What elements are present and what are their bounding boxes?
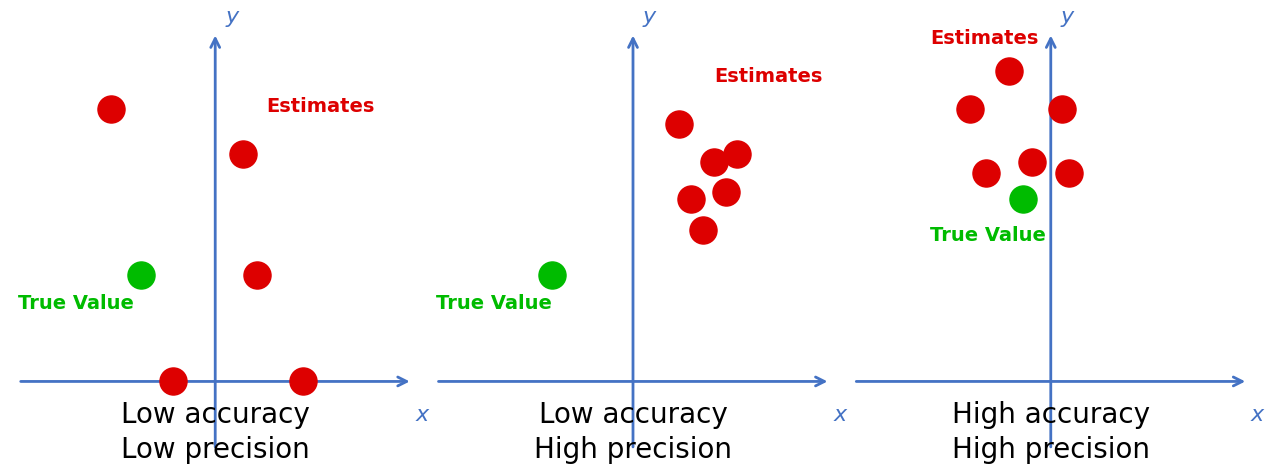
Point: [1052, 105, 1072, 112]
Text: Estimates: Estimates: [714, 67, 823, 86]
Point: [1060, 169, 1080, 177]
Point: [101, 105, 122, 112]
Point: [681, 196, 701, 203]
Text: True Value: True Value: [931, 226, 1046, 245]
Text: True Value: True Value: [436, 294, 552, 313]
Text: $y$: $y$: [1060, 7, 1076, 29]
Text: $x$: $x$: [1251, 404, 1266, 426]
Point: [1013, 196, 1033, 203]
Point: [670, 120, 690, 128]
Point: [976, 169, 996, 177]
Text: $x$: $x$: [415, 404, 430, 426]
Point: [715, 188, 736, 195]
Point: [1022, 158, 1042, 165]
Text: $y$: $y$: [224, 7, 241, 29]
Point: [294, 378, 314, 385]
Text: $x$: $x$: [833, 404, 848, 426]
Text: High accuracy
High precision: High accuracy High precision: [952, 401, 1150, 464]
Text: Low accuracy
High precision: Low accuracy High precision: [534, 401, 732, 464]
Point: [999, 67, 1019, 74]
Point: [247, 272, 267, 279]
Text: $y$: $y$: [642, 7, 658, 29]
Text: Estimates: Estimates: [266, 97, 375, 116]
Text: Low accuracy
Low precision: Low accuracy Low precision: [120, 401, 310, 464]
Point: [542, 272, 562, 279]
Point: [727, 150, 747, 158]
Point: [960, 105, 980, 112]
Point: [130, 272, 151, 279]
Point: [693, 226, 713, 234]
Point: [233, 150, 253, 158]
Point: [704, 158, 724, 165]
Point: [163, 378, 184, 385]
Text: True Value: True Value: [18, 294, 134, 313]
Text: Estimates: Estimates: [931, 29, 1038, 48]
